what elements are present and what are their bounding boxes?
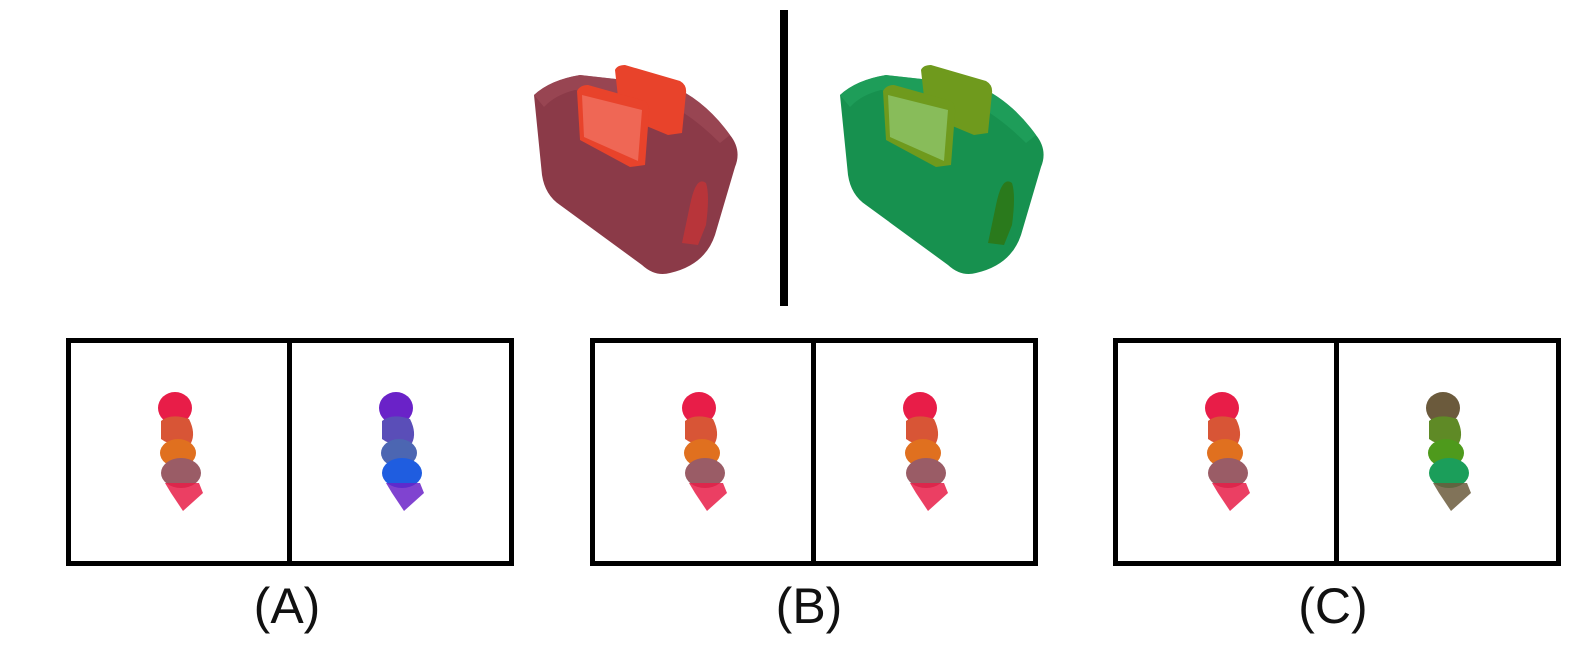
option-a-label: (A) (187, 578, 387, 634)
stacked-figure-icon (816, 343, 1033, 561)
stacked-figure-icon (595, 343, 811, 561)
option-c-left-panel (1118, 343, 1334, 561)
option-a-box[interactable] (66, 338, 514, 566)
option-c-box[interactable] (1113, 338, 1561, 566)
stacked-figure-icon (71, 343, 287, 561)
option-a-right-panel (292, 343, 509, 561)
option-b-label: (B) (709, 578, 909, 634)
option-c-label: (C) (1233, 578, 1433, 634)
toaster-green-image (826, 55, 1056, 280)
option-b-left-panel (595, 343, 811, 561)
toaster-icon (840, 65, 1044, 274)
toaster-red-image (520, 55, 750, 280)
option-b-box[interactable] (590, 338, 1038, 566)
stacked-figure-icon (1118, 343, 1334, 561)
option-b-right-panel (816, 343, 1033, 561)
toaster-icon (534, 65, 738, 274)
option-c-right-panel (1339, 343, 1556, 561)
option-a-left-panel (71, 343, 287, 561)
stacked-figure-icon (292, 343, 509, 561)
stacked-figure-icon (1339, 343, 1556, 561)
prompt-divider (780, 10, 788, 306)
